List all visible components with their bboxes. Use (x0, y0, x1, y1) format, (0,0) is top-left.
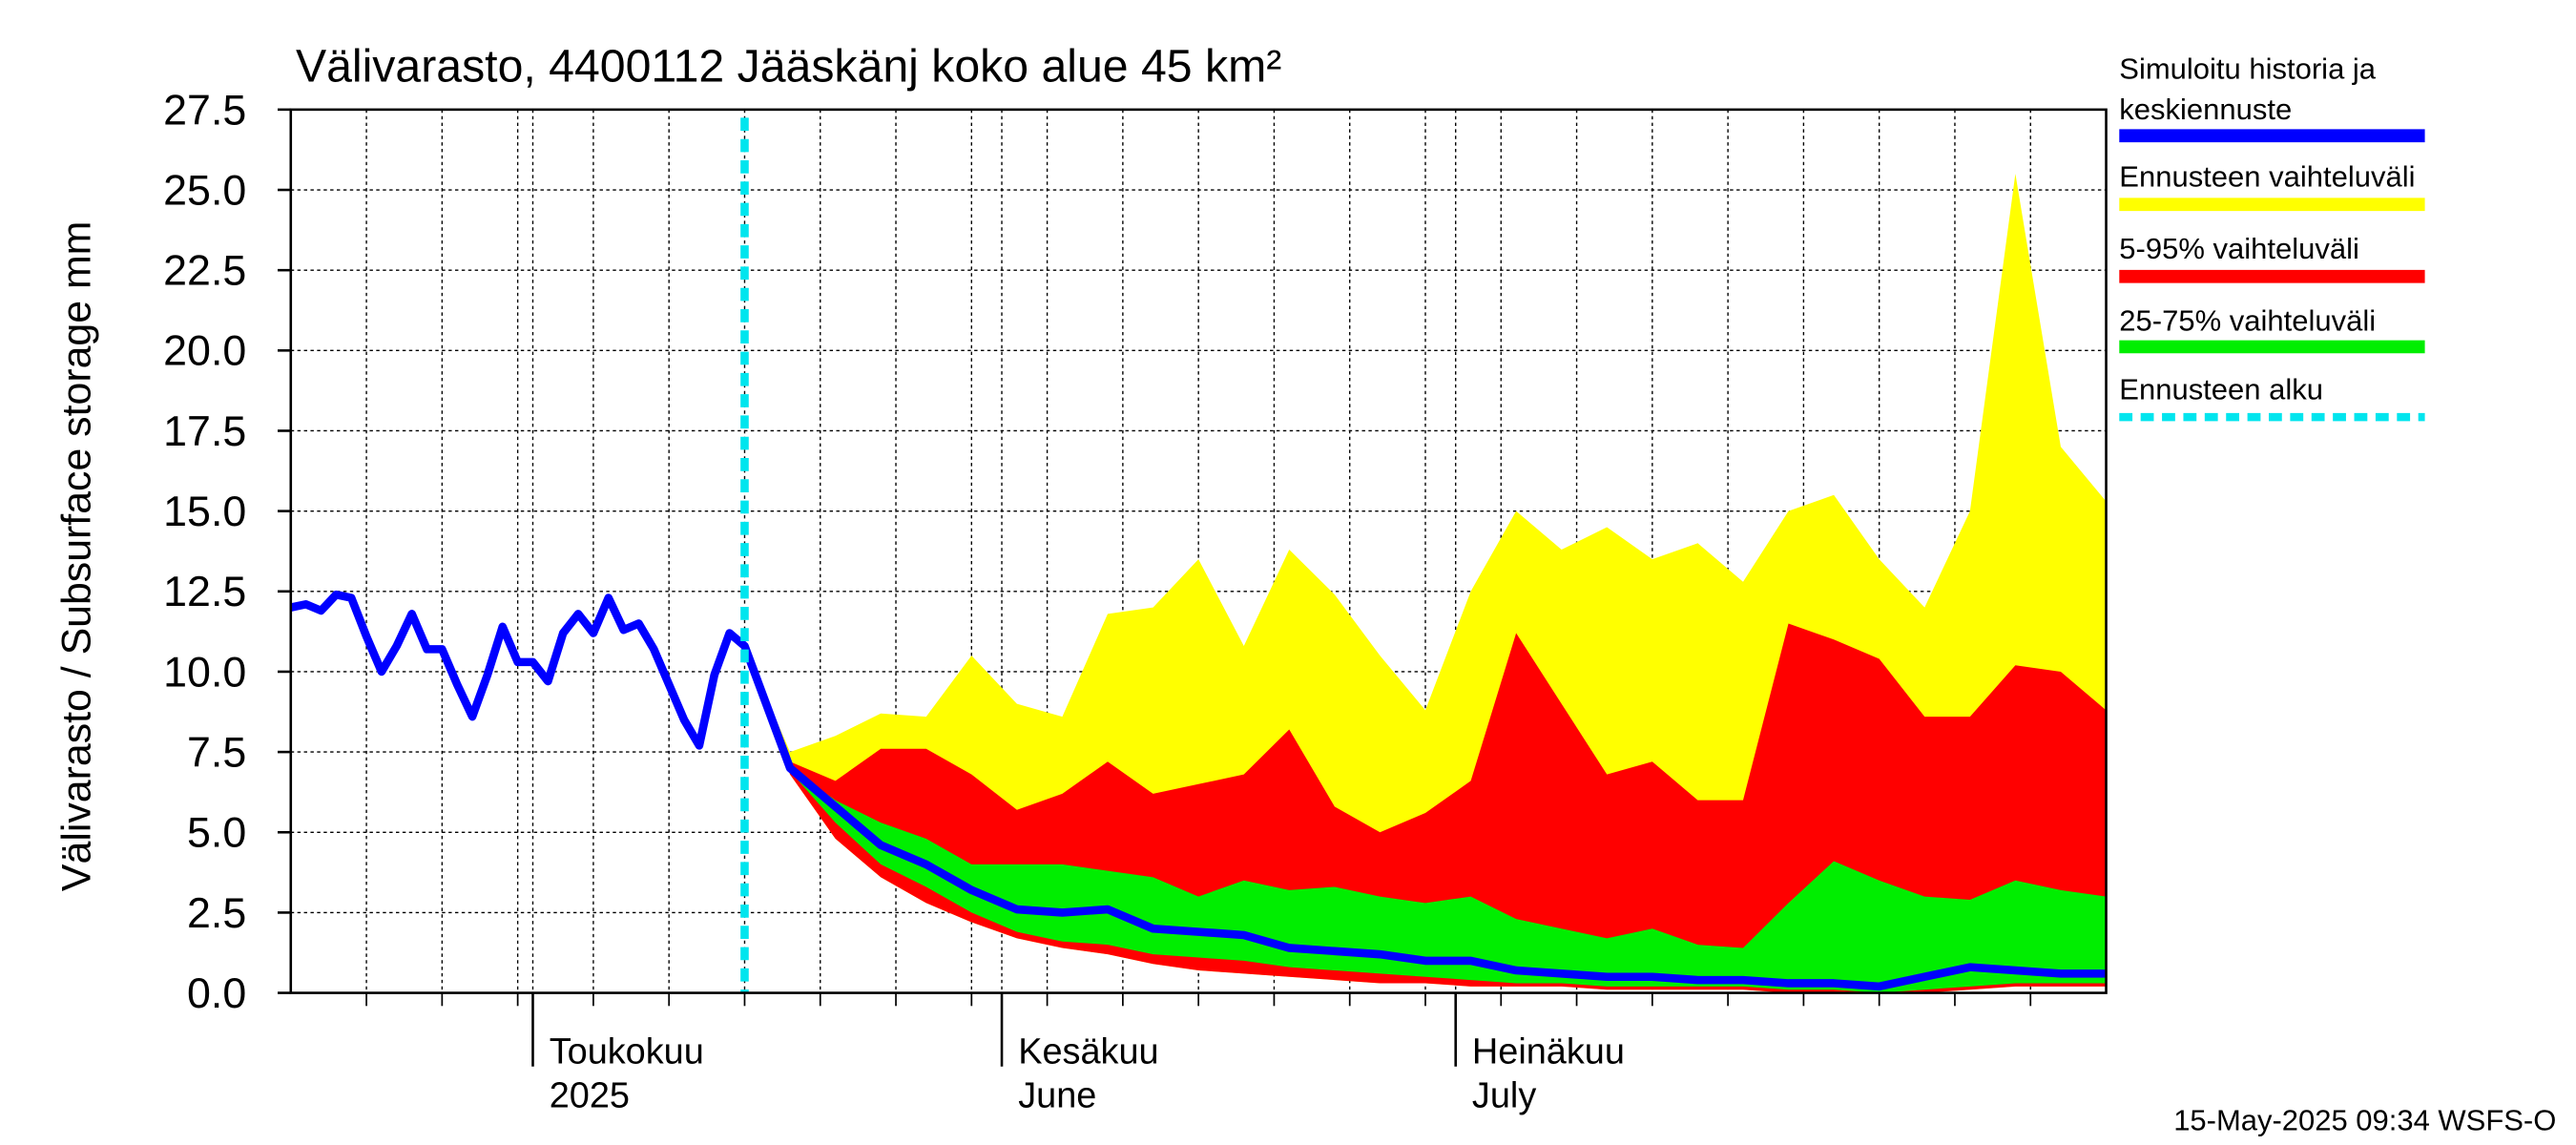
legend-label: 25-75% vaihteluväli (2119, 303, 2377, 338)
x-tick-label: Toukokuu (550, 1031, 704, 1072)
mean-line (289, 590, 2107, 991)
y-tick-label: 17.5 (163, 408, 246, 455)
y-tick-label: 22.5 (163, 248, 246, 295)
legend-label: Ennusteen alku (2119, 372, 2323, 406)
legend-entry: Ennusteen alku (2119, 372, 2323, 406)
footer: 15-May-2025 09:34 WSFS-O (2173, 1104, 2556, 1137)
legend-entry: Simuloitu historia ja keskiennuste (2119, 52, 2377, 126)
legend-label: Ennusteen vaihteluväli (2119, 160, 2416, 194)
x-tick-label: July (1472, 1076, 1536, 1116)
legend-entry: Ennusteen vaihteluväli (2119, 160, 2416, 194)
x-tick-label: Heinäkuu (1472, 1031, 1625, 1072)
legend-label: 5-95% vaihteluväli (2119, 232, 2359, 265)
y-axis-label: Välivarasto / Subsurface storage mm (54, 221, 100, 891)
y-tick-label: 20.0 (163, 328, 246, 375)
legend-entry: 5-95% vaihteluväli (2119, 232, 2359, 265)
chart-title: Välivarasto, 4400112 Jääskänj koko alue … (296, 41, 1281, 93)
y-tick-label: 7.5 (187, 730, 246, 777)
legend-entry: 25-75% vaihteluväli (2119, 303, 2377, 338)
legend-label: Simuloitu historia ja keskiennuste (2119, 52, 2377, 126)
y-tick-label: 25.0 (163, 168, 246, 215)
y-tick-label: 10.0 (163, 649, 246, 696)
y-tick-label: 2.5 (187, 890, 246, 937)
x-tick-label: Kesäkuu (1018, 1031, 1158, 1072)
y-tick-label: 0.0 (187, 970, 246, 1017)
x-tick-label: 2025 (550, 1076, 630, 1116)
y-tick-label: 5.0 (187, 810, 246, 857)
plot-frame (289, 108, 2108, 994)
x-tick-label: June (1018, 1076, 1096, 1116)
y-tick-label: 12.5 (163, 569, 246, 615)
y-tick-label: 15.0 (163, 489, 246, 535)
y-tick-label: 27.5 (163, 87, 246, 134)
forecast-band (744, 646, 2107, 993)
